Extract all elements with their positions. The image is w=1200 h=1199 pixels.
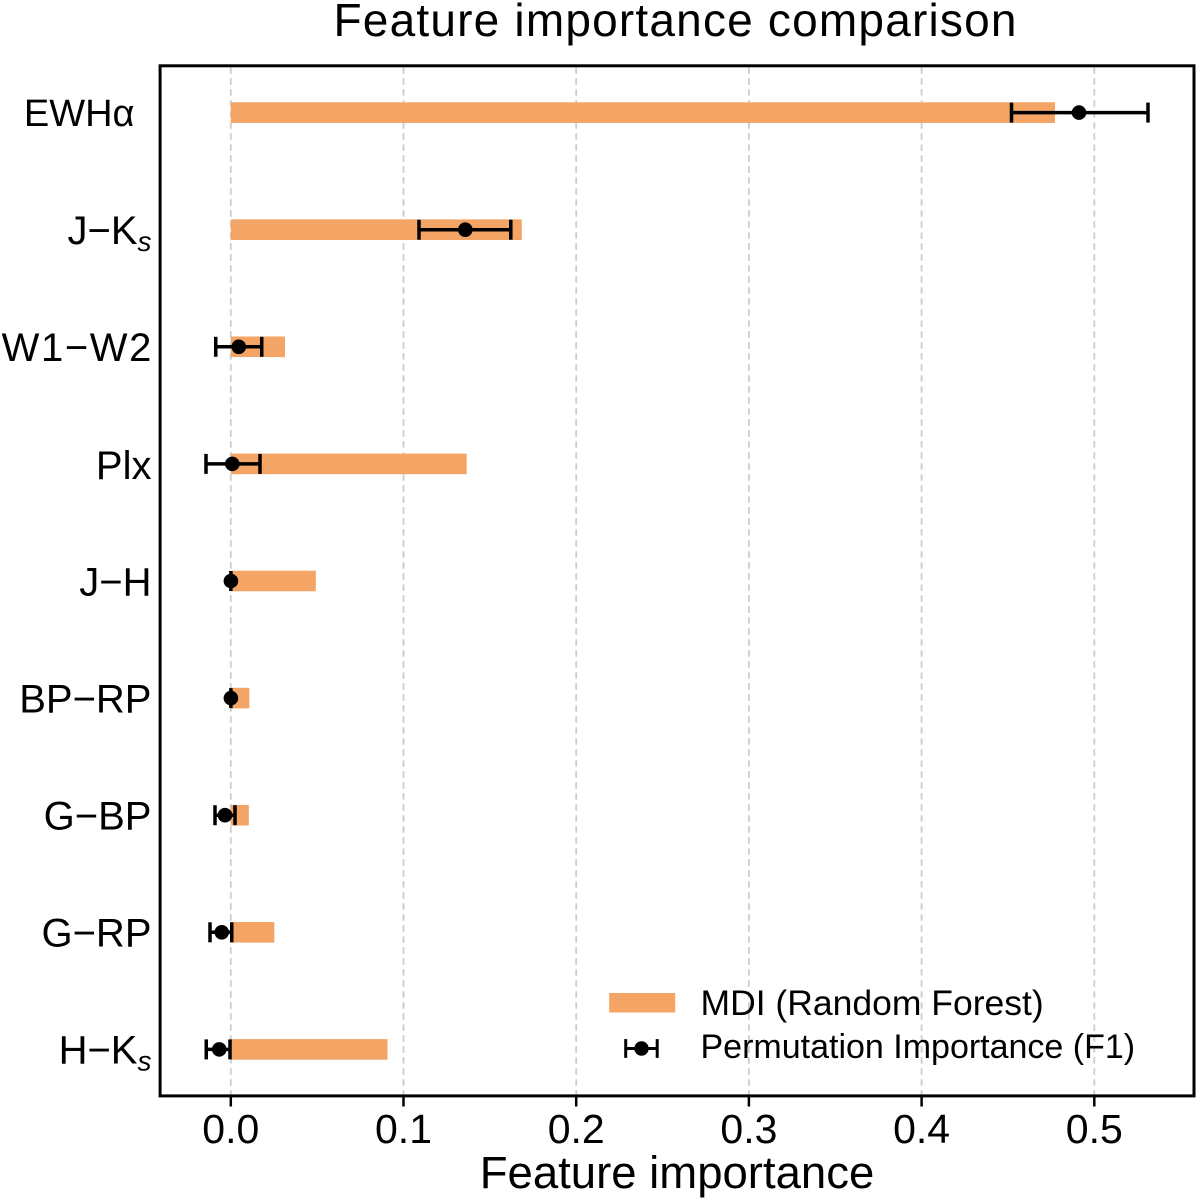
svg-text:W1−W2: W1−W2 bbox=[2, 326, 153, 370]
svg-text:0.2: 0.2 bbox=[548, 1106, 605, 1152]
svg-text:0.3: 0.3 bbox=[720, 1106, 777, 1152]
svg-text:Feature importance: Feature importance bbox=[480, 1147, 875, 1198]
svg-text:0.1: 0.1 bbox=[375, 1106, 432, 1152]
svg-text:Permutation Importance (F1): Permutation Importance (F1) bbox=[701, 1028, 1136, 1066]
svg-text:H−Ks: H−Ks bbox=[59, 1029, 152, 1077]
svg-text:MDI (Random Forest): MDI (Random Forest) bbox=[701, 983, 1044, 1023]
svg-text:J−H: J−H bbox=[79, 560, 151, 604]
svg-text:EWHα: EWHα bbox=[24, 93, 135, 135]
svg-text:0.5: 0.5 bbox=[1066, 1106, 1123, 1152]
svg-text:G−BP: G−BP bbox=[44, 795, 152, 839]
svg-text:Feature importance comparison: Feature importance comparison bbox=[333, 0, 1017, 46]
svg-text:Plx: Plx bbox=[96, 444, 152, 488]
svg-text:G−RP: G−RP bbox=[41, 912, 151, 956]
svg-text:0.4: 0.4 bbox=[893, 1106, 950, 1152]
svg-text:BP−RP: BP−RP bbox=[19, 677, 151, 721]
svg-text:J−Ks: J−Ks bbox=[67, 209, 151, 257]
svg-text:0.0: 0.0 bbox=[202, 1106, 259, 1152]
